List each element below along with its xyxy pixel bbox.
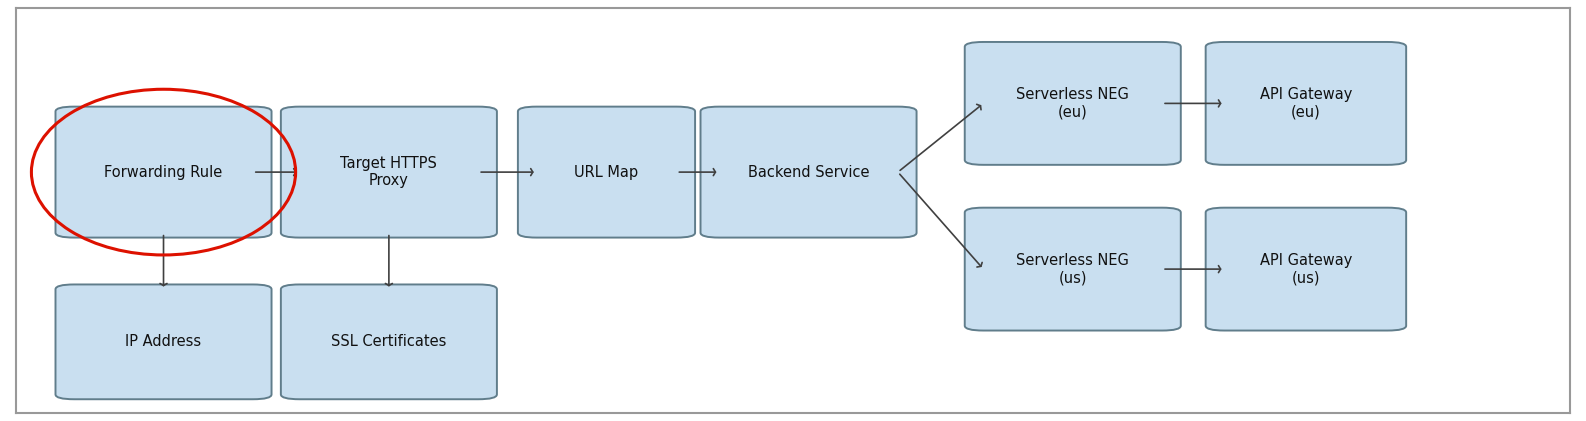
Text: URL Map: URL Map	[574, 165, 639, 180]
Text: API Gateway
(us): API Gateway (us)	[1259, 253, 1353, 285]
FancyBboxPatch shape	[56, 285, 271, 399]
Text: IP Address: IP Address	[125, 334, 201, 349]
FancyBboxPatch shape	[964, 208, 1182, 330]
Text: Serverless NEG
(eu): Serverless NEG (eu)	[1017, 87, 1129, 120]
Text: SSL Certificates: SSL Certificates	[331, 334, 447, 349]
FancyBboxPatch shape	[519, 107, 695, 237]
Text: Backend Service: Backend Service	[747, 165, 869, 180]
FancyBboxPatch shape	[1205, 208, 1407, 330]
FancyBboxPatch shape	[281, 285, 496, 399]
FancyBboxPatch shape	[1205, 42, 1407, 165]
FancyBboxPatch shape	[281, 107, 496, 237]
Text: Serverless NEG
(us): Serverless NEG (us)	[1017, 253, 1129, 285]
Text: API Gateway
(eu): API Gateway (eu)	[1259, 87, 1353, 120]
FancyBboxPatch shape	[701, 107, 917, 237]
FancyBboxPatch shape	[964, 42, 1182, 165]
Text: Target HTTPS
Proxy: Target HTTPS Proxy	[341, 156, 438, 188]
Text: Forwarding Rule: Forwarding Rule	[105, 165, 222, 180]
FancyBboxPatch shape	[56, 107, 271, 237]
